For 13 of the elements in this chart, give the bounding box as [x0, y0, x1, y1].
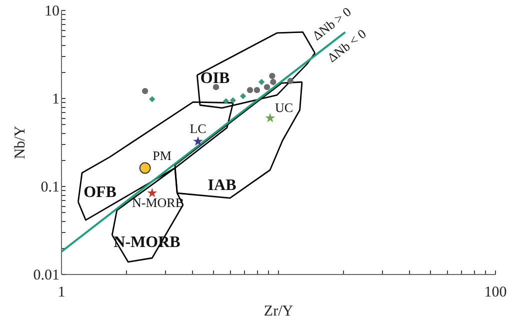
series-label: OFB: [84, 184, 117, 201]
y-tick-label: 10: [44, 4, 60, 20]
x-axis-title: Zr/Y: [264, 304, 294, 320]
series-label: UC: [274, 100, 294, 115]
x-tick-label: 100: [484, 284, 507, 300]
y-axis-title: Nb/Y: [12, 126, 28, 160]
series-label: PM: [152, 148, 172, 163]
series-label: LC: [190, 121, 206, 136]
series-label: IAB: [208, 177, 237, 194]
y-tick-label: 0.1: [40, 180, 60, 196]
y-tick-label: 0.01: [33, 268, 60, 284]
series-label: OIB: [200, 70, 230, 87]
y-tick-label: 1: [52, 92, 60, 108]
